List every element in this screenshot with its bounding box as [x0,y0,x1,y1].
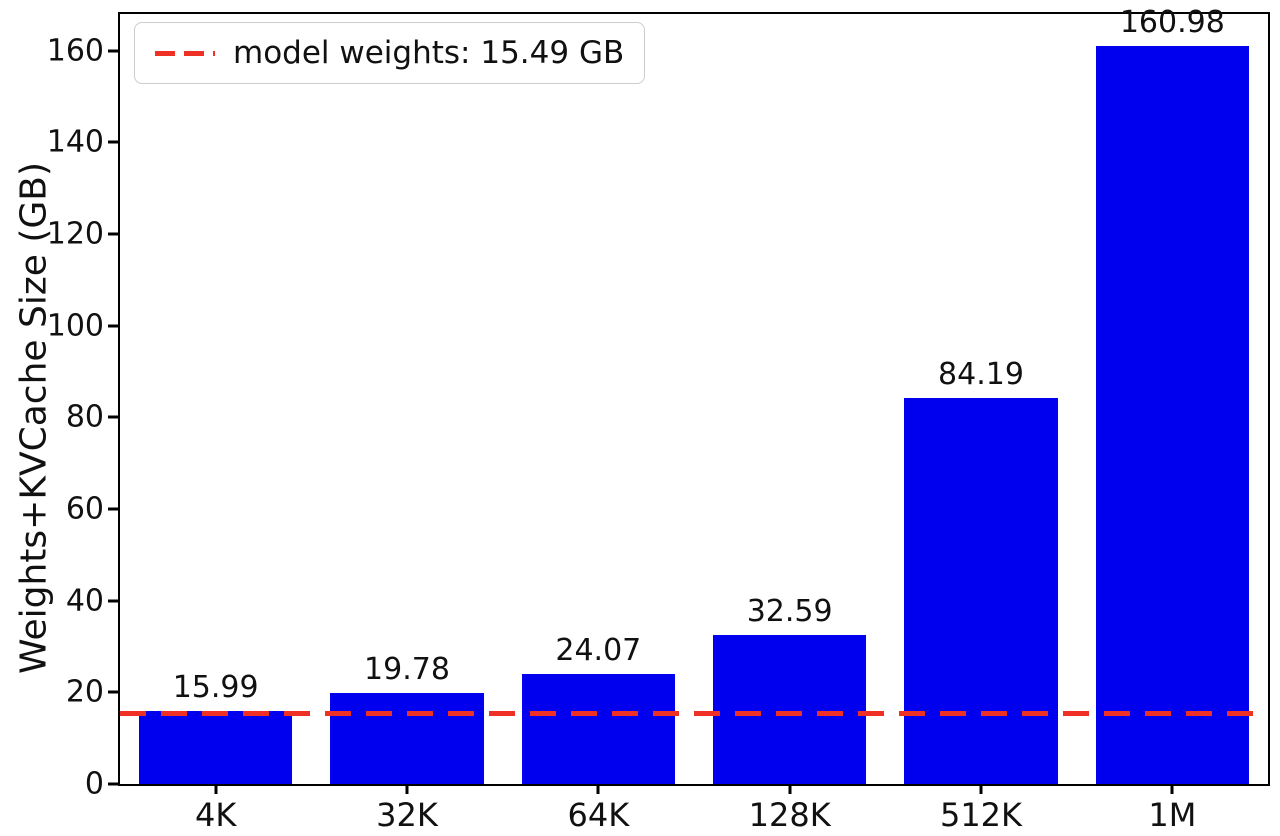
y-tick-mark [108,782,118,786]
bar-128K [713,634,867,784]
bar-value-label: 160.98 [1119,5,1225,41]
y-tick-label: 40 [65,583,104,619]
x-tick-label: 512K [939,796,1023,834]
legend-label: model weights: 15.49 GB [233,35,625,71]
bar-value-label: 19.78 [364,652,450,688]
y-tick-mark [108,232,118,236]
bar-slot: 160.98 1M [1077,5,1268,834]
y-tick-mark [108,690,118,694]
x-tick-mark [214,784,218,794]
y-tick-mark [108,415,118,419]
threshold-line [120,710,1268,716]
bar-value-label: 32.59 [746,593,833,629]
y-tick-label: 100 [46,308,104,344]
bar-4K [139,710,293,784]
x-tick-mark [1170,784,1174,794]
bar-slot: 15.99 4K [120,14,311,834]
y-tick-mark [108,324,118,328]
bar-slot: 24.07 64K [503,14,694,834]
y-tick-label: 80 [65,399,104,435]
x-tick-mark [596,784,600,794]
y-tick-label: 120 [46,216,104,252]
y-tick-mark [108,140,118,144]
x-tick-label: 1M [1148,796,1197,834]
bar-1M [1095,46,1249,784]
plot-area: 0 20 40 60 80 100 120 140 160 15.99 4K 19.78 32K 24.… [47,5,1270,834]
bar-512K [904,398,1058,784]
legend-dashed-line-sample [155,50,215,56]
y-tick-label: 60 [65,491,104,527]
x-tick-mark [979,784,983,794]
y-tick-label: 160 [46,33,104,69]
x-tick-label: 4K [194,796,237,834]
x-tick-label: 128K [748,796,831,834]
y-tick-mark [108,49,118,53]
y-tick-label: 20 [65,674,104,710]
legend: model weights: 15.49 GB [134,22,646,84]
bar-value-label: 24.07 [555,632,642,668]
y-tick-mark [108,507,118,511]
bar-value-label: 84.19 [938,357,1024,393]
x-tick-label: 32K [376,796,438,834]
bar-64K [521,673,675,784]
x-tick-mark [788,784,792,794]
bar-slot: 32.59 128K [694,14,885,834]
x-tick-mark [405,784,409,794]
bar-value-label: 15.99 [172,669,259,705]
y-tick-label: 0 [84,766,104,802]
x-tick-label: 64K [567,796,630,834]
y-tick-label: 140 [46,124,104,160]
y-tick-mark [108,599,118,603]
bar-32K [330,693,484,784]
bar-slot: 19.78 32K [311,14,502,834]
bar-slot: 84.19 512K [885,14,1076,834]
